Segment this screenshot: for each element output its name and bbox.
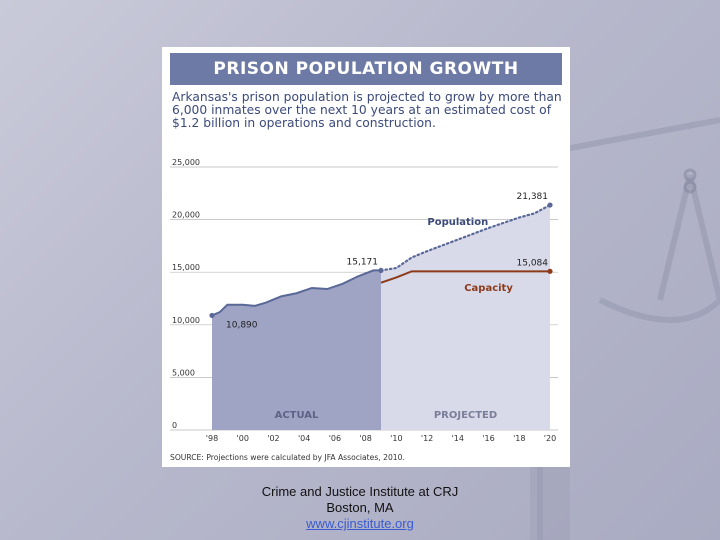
footer-line-location: Boston, MA [326, 500, 394, 515]
chart-figure: PRISON POPULATION GROWTH Arkansas's pris… [162, 47, 570, 467]
x-tick-label: '20 [544, 434, 556, 443]
capacity-line [380, 270, 550, 284]
data-label: 15,084 [517, 258, 549, 268]
footer-line-organization: Crime and Justice Institute at CRJ [261, 484, 459, 499]
x-tick-label: '02 [267, 434, 279, 443]
region-label-actual: ACTUAL [275, 410, 319, 421]
chart-plot: 0 5,000 10,000 15,000 20,000 25,000 '98 '00 '02 '… [170, 158, 558, 443]
x-tick-label: '08 [359, 434, 371, 443]
data-point-marker [378, 267, 384, 274]
capacity-series-label: Capacity [464, 283, 513, 294]
x-tick-label: '00 [237, 434, 249, 443]
x-tick-label: '18 [513, 434, 525, 443]
x-tick-label: '98 [206, 434, 218, 443]
projected-area [381, 205, 550, 430]
data-point-marker [547, 268, 553, 274]
x-tick-label: '12 [421, 434, 433, 443]
y-tick-label: 0 [172, 421, 177, 430]
data-point-marker [209, 312, 215, 319]
data-label: 21,381 [517, 192, 549, 202]
data-label: 10,890 [226, 320, 258, 330]
y-tick-label: 15,000 [172, 263, 200, 272]
population-projected-line [379, 203, 552, 272]
footer-caption: Crime and Justice Institute at CRJ Bosto… [200, 484, 520, 532]
actual-area [212, 270, 381, 430]
chart-title: PRISON POPULATION GROWTH [170, 53, 562, 85]
footer-website-link[interactable]: www.cjinstitute.org [306, 516, 414, 531]
x-tick-label: '14 [452, 434, 464, 443]
x-tick-label: '06 [329, 434, 341, 443]
y-tick-label: 5,000 [172, 368, 195, 377]
data-label: 15,171 [347, 257, 379, 267]
y-tick-label: 25,000 [172, 158, 200, 167]
y-tick-label: 20,000 [172, 211, 200, 220]
x-tick-label: '04 [298, 434, 310, 443]
x-tick-label: '10 [390, 434, 402, 443]
chart-subtitle: Arkansas's prison population is projecte… [172, 90, 562, 130]
region-label-projected: PROJECTED [434, 410, 497, 421]
y-tick-label: 10,000 [172, 316, 200, 325]
data-point-marker [547, 202, 553, 208]
population-actual-line [211, 269, 381, 317]
chart-source-note: SOURCE: Projections were calculated by J… [170, 453, 405, 462]
x-tick-label: '16 [482, 434, 494, 443]
population-series-label: Population [427, 217, 488, 228]
